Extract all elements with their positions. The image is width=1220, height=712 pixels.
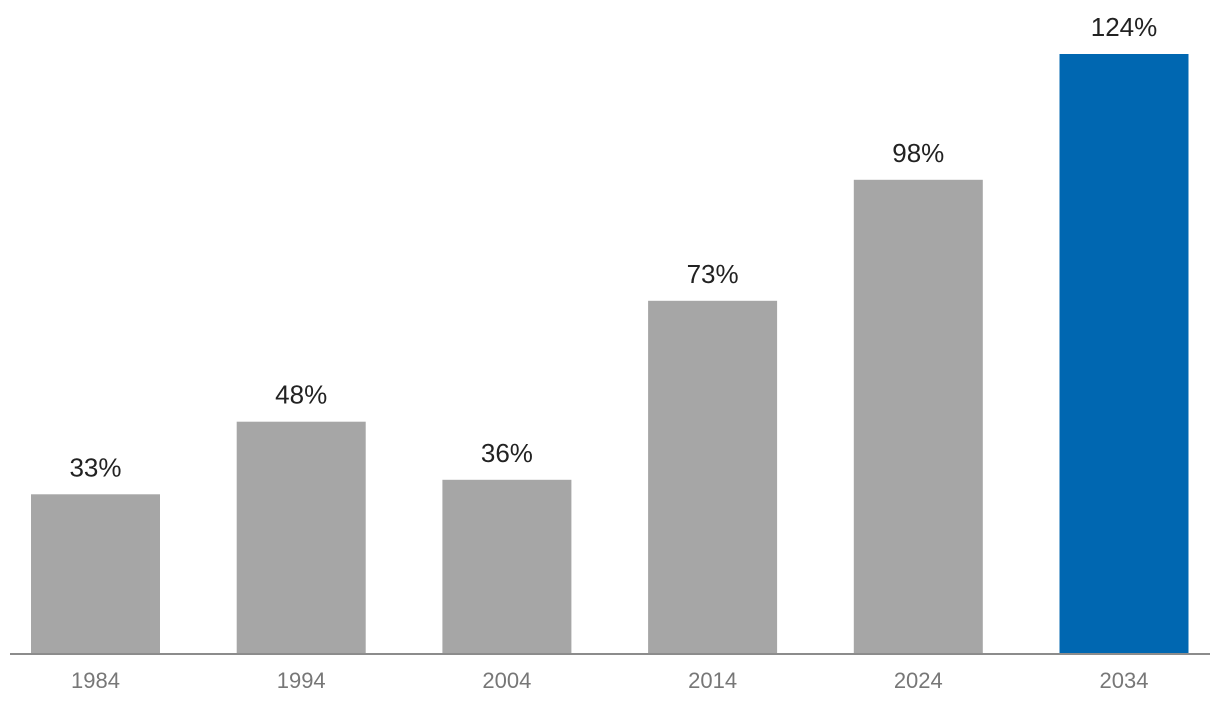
tick-label-2034: 2034 — [1100, 668, 1149, 693]
bar-2034 — [1059, 54, 1189, 654]
tick-labels-group: 1984 1994 2004 2014 2024 2034 — [71, 668, 1148, 693]
tick-label-1984: 1984 — [71, 668, 120, 693]
value-label-2014: 73% — [687, 259, 739, 289]
tick-label-2024: 2024 — [894, 668, 943, 693]
value-label-1994: 48% — [275, 380, 327, 410]
value-label-2004: 36% — [481, 438, 533, 468]
value-label-1984: 33% — [69, 452, 121, 482]
bar-2024 — [853, 179, 983, 655]
value-labels-group: 33% 48% 36% 73% 98% 124% — [69, 12, 1157, 482]
value-label-2034: 124% — [1091, 12, 1158, 42]
tick-label-2014: 2014 — [688, 668, 737, 693]
bars-group — [31, 54, 1189, 655]
bar-1994 — [236, 421, 366, 654]
value-label-2024: 98% — [892, 138, 944, 168]
bar-2014 — [648, 300, 778, 654]
tick-label-2004: 2004 — [482, 668, 531, 693]
bar-1984 — [31, 494, 160, 654]
bar-2004 — [442, 479, 572, 654]
tick-label-1994: 1994 — [277, 668, 326, 693]
